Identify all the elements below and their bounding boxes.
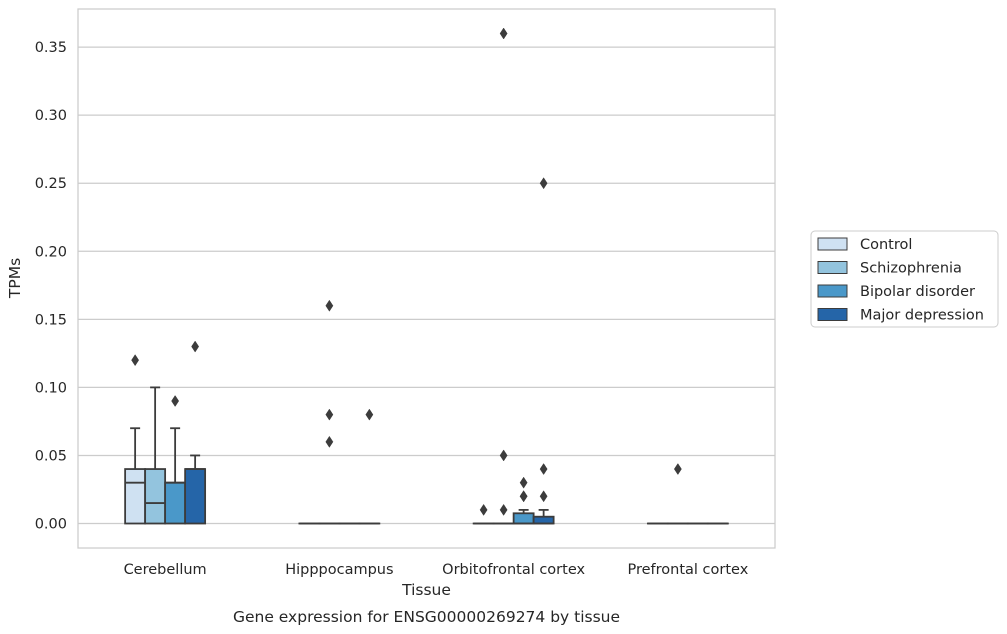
outlier-point (519, 490, 528, 503)
legend-frame (810, 230, 999, 328)
legend-label: Control (860, 237, 912, 253)
box-major-depression (358, 408, 381, 525)
box-bipolar-disorder (164, 395, 187, 525)
outlier-point (365, 408, 374, 421)
legend-label: Bipolar disorder (860, 284, 975, 300)
legend-swatch (817, 284, 848, 298)
outlier-point (131, 354, 140, 367)
y-axis-label: TPMs (6, 258, 24, 299)
box-major-depression (184, 340, 207, 525)
outlier-point (519, 476, 528, 489)
box-schizophrenia (492, 27, 515, 525)
x-tick-labels: Cerebellum Hipppocampus Orbitofrontal cort… (124, 562, 749, 578)
plot-frame (77, 8, 776, 549)
y-tick-label: 0.25 (35, 176, 67, 192)
outlier-point (499, 503, 508, 516)
y-tick-label: 0.30 (35, 108, 67, 124)
outlier-point (673, 463, 682, 476)
box-body (144, 468, 167, 525)
box-control (472, 503, 495, 525)
outlier-point (325, 299, 334, 312)
outlier-point (539, 490, 548, 503)
y-tick-label: 0.10 (35, 380, 67, 396)
y-tick-label: 0.35 (35, 40, 67, 56)
outlier-point (325, 408, 334, 421)
x-tick-label: Cerebellum (124, 562, 207, 578)
legend-label: Schizophrenia (860, 261, 962, 277)
x-tick-label: Orbitofrontal cortex (442, 562, 585, 578)
outlier-point (499, 449, 508, 462)
x-axis-label: Tissue (401, 581, 451, 599)
box-schizophrenia (318, 299, 341, 525)
box-series (124, 27, 729, 525)
box-body (532, 515, 555, 525)
box-body (184, 468, 207, 525)
legend-swatch (817, 308, 848, 321)
y-tick-label: 0.20 (35, 244, 67, 260)
legend-label: Major depression (860, 308, 984, 324)
chart-caption: Gene expression for ENSG00000269274 by t… (233, 608, 620, 626)
outlier-point (539, 177, 548, 190)
legend-swatch (817, 261, 848, 274)
outlier-point (539, 463, 548, 476)
gridlines (78, 46, 775, 525)
outlier-point (499, 27, 508, 40)
y-tick-label: 0.15 (35, 312, 67, 328)
x-tick-label: Hipppocampus (285, 562, 393, 578)
outlier-point (171, 395, 180, 407)
box-body (164, 481, 187, 525)
box-major-depression (532, 177, 555, 525)
outlier-point (479, 503, 488, 516)
outlier-point (191, 340, 200, 353)
x-tick-label: Prefrontal cortex (627, 562, 748, 578)
outlier-point (325, 435, 334, 448)
y-tick-labels: 0.00 0.05 0.10 0.15 0.20 0.25 0.30 0.35 (35, 40, 67, 532)
box-body (512, 512, 535, 525)
box-control (124, 354, 147, 525)
box-body (124, 468, 147, 525)
box-schizophrenia (666, 463, 689, 525)
y-tick-label: 0.05 (35, 448, 67, 464)
box-bipolar-disorder (512, 476, 535, 525)
legend: Control Schizophrenia Bipolar disorder Majo… (810, 230, 999, 328)
y-tick-label: 0.00 (35, 517, 67, 533)
legend-swatch (817, 237, 848, 251)
